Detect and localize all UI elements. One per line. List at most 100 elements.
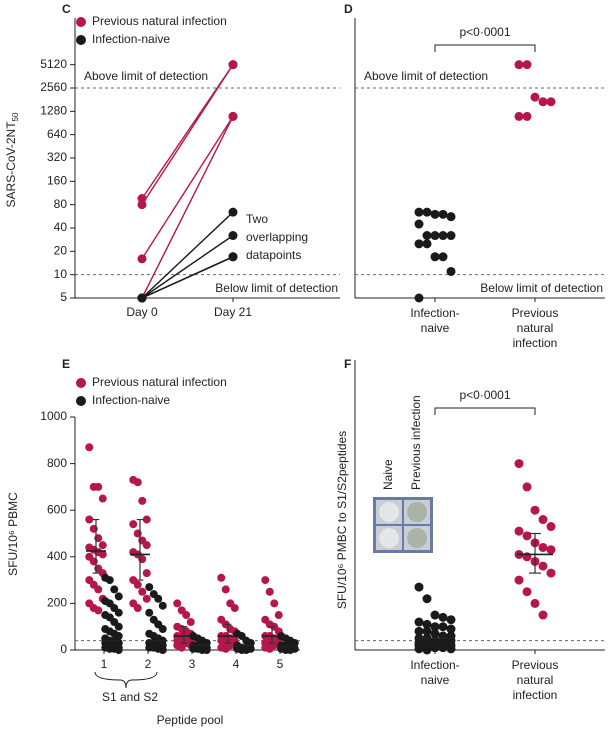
pair-line — [141, 234, 234, 299]
y-tick-label: 80 — [54, 197, 68, 211]
bracket — [434, 407, 536, 415]
dot — [430, 209, 440, 219]
p-value: p<0·0001 — [459, 388, 510, 402]
dot — [546, 568, 556, 578]
dot — [514, 459, 524, 469]
y-tick-label: 5 — [60, 290, 67, 304]
x-tick-label: 1 — [101, 657, 108, 671]
dot — [414, 626, 424, 636]
dot — [270, 599, 279, 608]
y-label-main: SFU/10⁶ PBMC — [6, 492, 20, 576]
x-tick-label: Previous — [512, 658, 559, 672]
x-tick-label: Infection- — [410, 658, 459, 672]
dot — [530, 598, 540, 608]
y-tick-label: 40 — [54, 220, 68, 234]
dot — [138, 496, 147, 505]
dot — [228, 231, 238, 241]
dot — [154, 594, 163, 603]
dot — [114, 622, 123, 631]
dot — [438, 612, 448, 622]
dot — [129, 520, 138, 529]
y-tick-label: 5120 — [40, 57, 67, 71]
y-tick-label: 2560 — [40, 80, 67, 94]
dot — [522, 60, 532, 70]
dot — [94, 482, 103, 491]
y-axis-label: SFU/10⁶ PMBC to S1/S2peptides — [335, 431, 349, 609]
dot — [177, 643, 186, 652]
dot — [133, 604, 142, 613]
dot — [142, 569, 151, 578]
limit-label: Below limit of detection — [480, 281, 603, 295]
dot — [422, 645, 432, 655]
inset-label: Naive — [381, 459, 395, 490]
legend-label: Previous natural infection — [92, 14, 227, 28]
y-label-main: SFU/10⁶ PMBC to S1/S2peptides — [335, 431, 349, 609]
y-tick-label: 20 — [54, 244, 68, 258]
y-tick-label: 600 — [47, 502, 67, 516]
dot — [422, 231, 432, 241]
brace-label: S1 and S2 — [102, 690, 158, 704]
panel-letter: D — [344, 2, 353, 16]
y-tick-label: 0 — [60, 642, 67, 656]
annotation: Two — [246, 212, 268, 226]
pair-line — [141, 211, 234, 299]
dot — [217, 573, 226, 582]
y-label-sub: 50 — [11, 112, 20, 121]
dot — [414, 582, 424, 592]
y-tick-label: 400 — [47, 549, 67, 563]
dot — [446, 212, 456, 222]
pair-line — [141, 116, 234, 299]
dot — [522, 482, 532, 492]
pair-line — [141, 116, 234, 260]
dot — [142, 541, 151, 550]
y-tick-label: 160 — [47, 174, 67, 188]
dot — [422, 626, 432, 636]
dot — [138, 587, 147, 596]
well-disc — [407, 502, 427, 522]
dot — [274, 611, 283, 620]
dot — [430, 622, 440, 632]
dot — [522, 587, 532, 597]
dot — [430, 643, 440, 653]
dot — [446, 231, 456, 241]
dot — [133, 580, 142, 589]
dot — [133, 478, 142, 487]
dot — [438, 252, 448, 262]
dot — [137, 200, 147, 210]
dot — [538, 561, 548, 571]
x-tick-label: Previous — [512, 306, 559, 320]
limit-label: Above limit of detection — [84, 69, 208, 83]
dot — [538, 610, 548, 620]
dot — [414, 207, 424, 217]
panel-letter: C — [62, 2, 71, 16]
dot — [110, 585, 119, 594]
dot — [202, 646, 211, 654]
dot — [228, 207, 238, 217]
dot — [414, 293, 424, 303]
p-value: p<0·0001 — [459, 25, 510, 39]
dot — [228, 111, 238, 121]
dot — [158, 601, 167, 610]
dot — [114, 592, 123, 601]
dot — [522, 531, 532, 541]
y-tick-label: 1000 — [40, 409, 67, 423]
annotation: datapoints — [246, 248, 301, 262]
y-tick-label: 640 — [47, 127, 67, 141]
x-tick-label: Day 21 — [214, 305, 252, 319]
dot — [173, 599, 182, 608]
dot — [145, 583, 154, 592]
y-axis-label: SARS-CoV-2NT50 — [4, 112, 20, 207]
dot — [422, 207, 432, 217]
dot — [438, 231, 448, 241]
dot — [137, 254, 147, 264]
dot — [228, 252, 238, 262]
dot — [514, 111, 524, 121]
legend-swatch — [76, 378, 86, 388]
annotation: overlapping — [246, 230, 308, 244]
dot — [265, 587, 274, 596]
x-tick-label: Infection- — [410, 306, 459, 320]
y-tick-label: 800 — [47, 456, 67, 470]
x-tick-label: Day 0 — [126, 305, 158, 319]
limit-label: Above limit of detection — [364, 69, 488, 83]
